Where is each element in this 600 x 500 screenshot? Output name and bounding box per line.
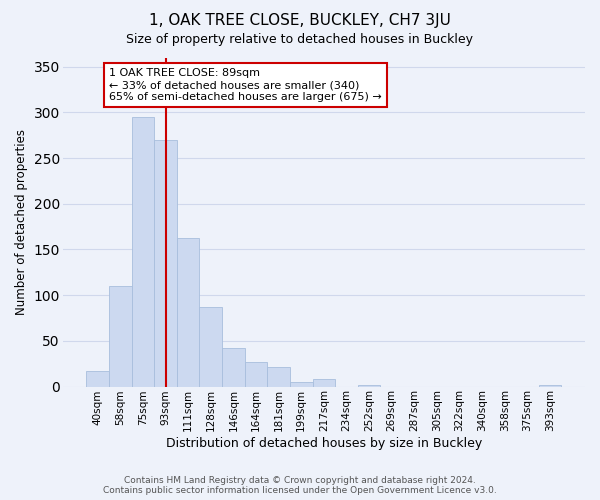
Bar xyxy=(177,238,199,386)
Bar xyxy=(245,362,268,386)
Bar xyxy=(109,286,131,386)
Bar xyxy=(358,384,380,386)
Bar xyxy=(539,384,561,386)
Bar xyxy=(199,307,222,386)
Bar xyxy=(131,117,154,386)
Text: Size of property relative to detached houses in Buckley: Size of property relative to detached ho… xyxy=(127,32,473,46)
Bar xyxy=(222,348,245,387)
Bar xyxy=(290,382,313,386)
Bar xyxy=(86,371,109,386)
Text: 1, OAK TREE CLOSE, BUCKLEY, CH7 3JU: 1, OAK TREE CLOSE, BUCKLEY, CH7 3JU xyxy=(149,12,451,28)
Text: Contains HM Land Registry data © Crown copyright and database right 2024.
Contai: Contains HM Land Registry data © Crown c… xyxy=(103,476,497,495)
X-axis label: Distribution of detached houses by size in Buckley: Distribution of detached houses by size … xyxy=(166,437,482,450)
Bar xyxy=(313,379,335,386)
Bar xyxy=(268,368,290,386)
Bar xyxy=(154,140,177,386)
Text: 1 OAK TREE CLOSE: 89sqm
← 33% of detached houses are smaller (340)
65% of semi-d: 1 OAK TREE CLOSE: 89sqm ← 33% of detache… xyxy=(109,68,382,102)
Y-axis label: Number of detached properties: Number of detached properties xyxy=(15,129,28,315)
